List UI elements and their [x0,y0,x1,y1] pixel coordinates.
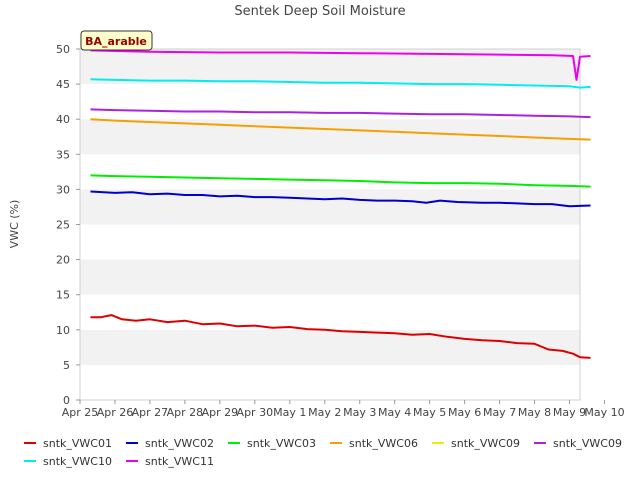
y-tick-label: 45 [56,78,70,91]
x-tick-label: Apr 29 [202,406,239,419]
grid-bands [80,49,580,400]
x-tick-label: Apr 30 [237,406,274,419]
y-tick-label: 30 [56,183,70,196]
y-axis-label: VWC (%) [8,200,21,249]
x-tick-label: Apr 28 [167,406,204,419]
legend: sntk_VWC01 sntk_VWC02 sntk_VWC03 sntk_VWC06… [24,437,622,468]
grid-band [80,224,580,260]
grid-band [80,329,580,365]
series-lines [90,49,591,359]
grid-band [80,259,580,295]
y-tick-label: 35 [56,148,70,161]
x-tick-label: May 2 [308,406,341,419]
legend-label: sntk_VWC10 [43,455,112,468]
series-line [90,118,591,141]
y-tick-label: 50 [56,43,70,56]
y-tick-label: 10 [56,324,70,337]
x-tick-label: May 9 [553,406,586,419]
series-line [90,78,591,89]
grid-band [80,364,580,400]
x-tick-label: May 5 [413,406,446,419]
y-ticks: 0 5 10 15 20 25 30 35 40 45 50 [56,43,80,407]
x-tick-label: May 8 [518,406,551,419]
y-tick-label: 5 [63,359,70,372]
y-tick-label: 0 [63,394,70,407]
legend-label: sntk_VWC03 [247,437,316,450]
site-label-box: BA_arable [80,30,153,51]
legend-label: sntk_VWC09 [451,437,520,450]
y-tick-label: 15 [56,289,70,302]
legend-label: sntk_VWC06 [349,437,418,450]
grid-band [80,84,580,120]
y-tick-label: 20 [56,254,70,267]
series-line [90,108,591,119]
series-line [90,174,591,188]
grid-band [80,294,580,330]
legend-label: sntk_VWC01 [43,437,112,450]
x-tick-label: May 3 [343,406,376,419]
site-label: BA_arable [85,35,147,48]
chart-title: Sentek Deep Soil Moisture [234,4,405,19]
x-tick-label: Apr 25 [62,406,99,419]
series-line [90,190,591,208]
y-tick-label: 40 [56,113,70,126]
x-tick-label: Apr 27 [132,406,169,419]
x-tick-label: May 7 [483,406,516,419]
series-line [90,49,591,81]
series-line [90,314,591,359]
x-tick-label: May 4 [378,406,411,419]
y-tick-label: 25 [56,219,70,232]
x-tick-label: May 1 [273,406,306,419]
legend-label: sntk_VWC02 [145,437,214,450]
legend-label: sntk_VWC11 [145,455,214,468]
x-tick-label: Apr 26 [97,406,134,419]
x-tick-label: May 6 [448,406,481,419]
x-tick-label: May 10 [584,406,624,419]
grid-band [80,189,580,225]
legend-label: sntk_VWC09 [553,437,622,450]
